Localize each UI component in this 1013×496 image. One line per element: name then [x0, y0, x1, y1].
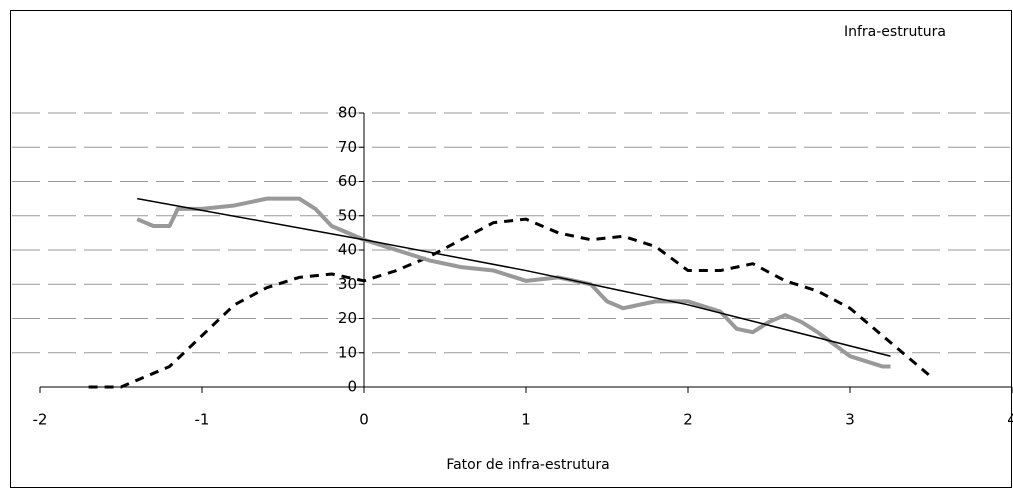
x-tick-label: -1	[195, 411, 210, 429]
x-tick-label: 4	[1007, 411, 1013, 429]
x-axis-title: Fator de infra-estrutura	[446, 457, 609, 473]
x-tick-label: 3	[845, 411, 855, 429]
chart-border	[10, 10, 1012, 488]
data-line	[136, 196, 891, 369]
data-line	[137, 197, 891, 357]
y-tick-label: 70	[338, 138, 357, 156]
x-tick-label: 2	[683, 411, 693, 429]
x-tick-label: 0	[359, 411, 369, 429]
data-line	[88, 217, 932, 389]
x-tick-label: -2	[33, 411, 48, 429]
y-tick-label: 40	[338, 241, 357, 259]
y-tick-label: 10	[338, 343, 357, 361]
x-tick-label: 1	[521, 411, 531, 429]
y-tick-label: 50	[338, 206, 357, 224]
y-tick-label: 20	[338, 309, 357, 327]
y-tick-label: 80	[338, 104, 357, 122]
y-tick-label: 30	[338, 275, 357, 293]
y-tick-label: 60	[338, 172, 357, 190]
chart-title: Infra-estrutura	[844, 24, 946, 40]
